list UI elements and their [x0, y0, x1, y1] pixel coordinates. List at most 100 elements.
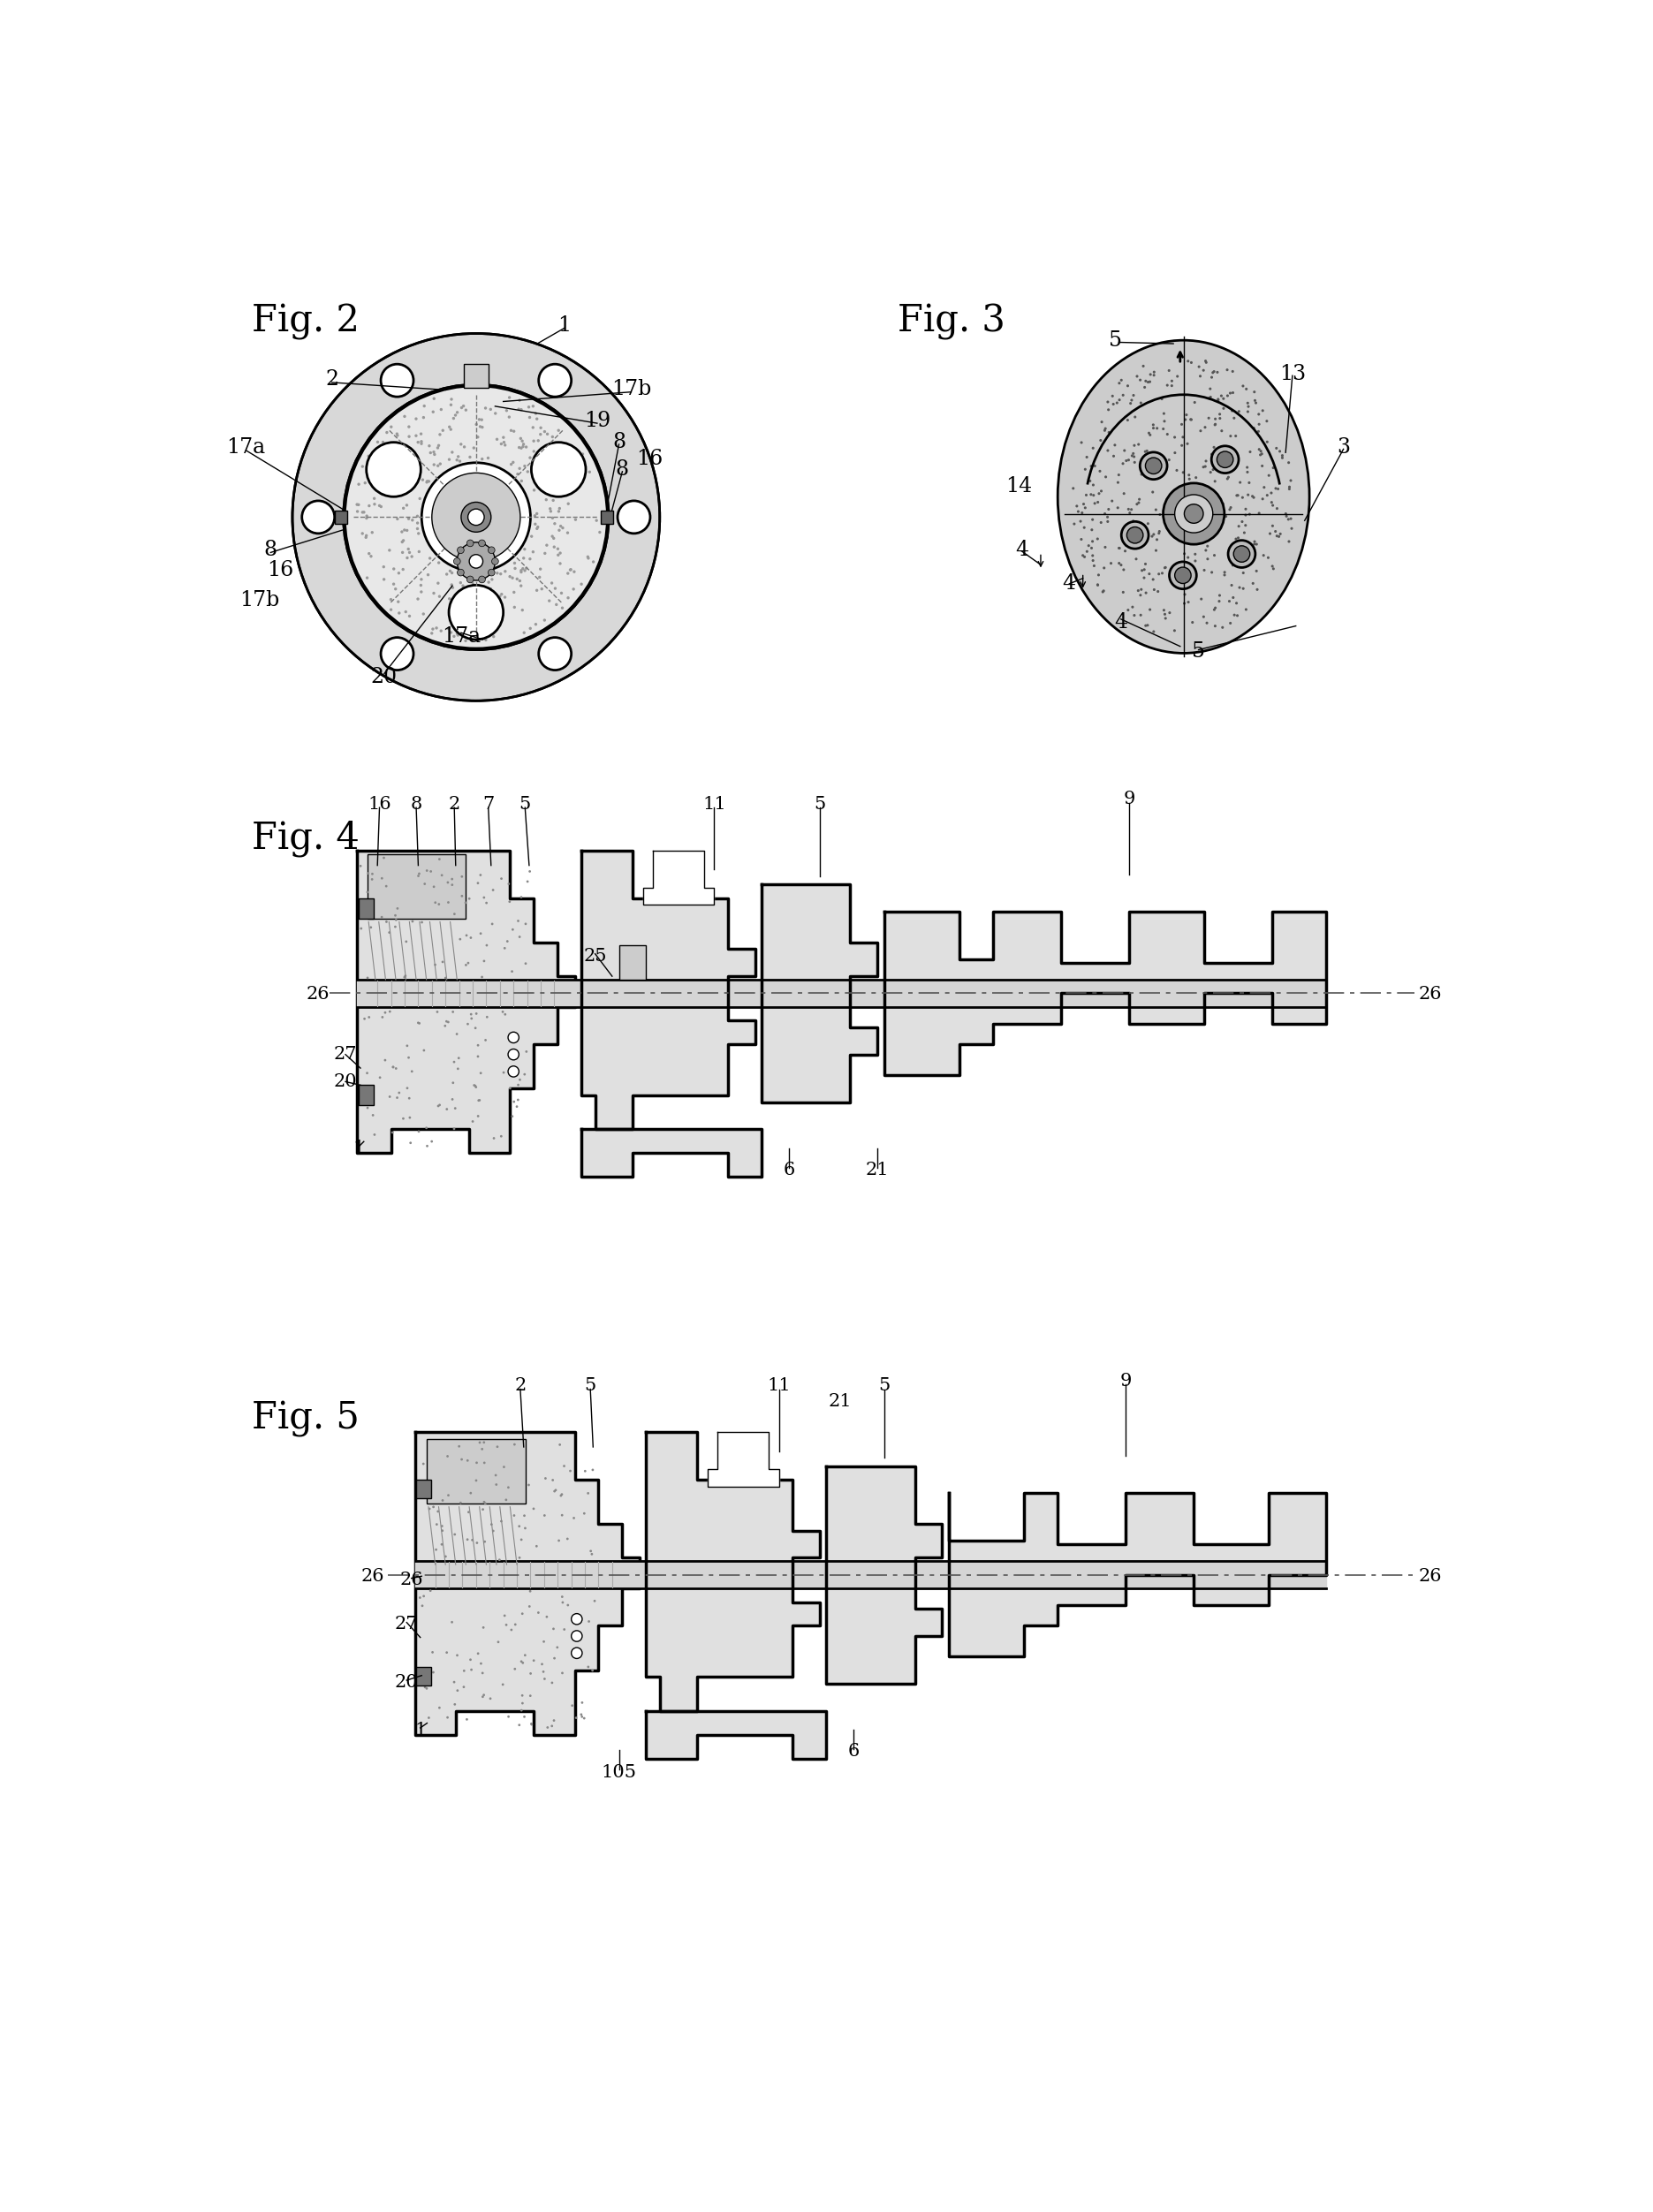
- Circle shape: [521, 1694, 524, 1697]
- Circle shape: [395, 480, 397, 484]
- Circle shape: [460, 1502, 461, 1504]
- Circle shape: [582, 458, 585, 460]
- Circle shape: [456, 1068, 460, 1071]
- Circle shape: [469, 555, 483, 568]
- Circle shape: [1205, 622, 1208, 624]
- Circle shape: [519, 936, 521, 938]
- Circle shape: [522, 630, 526, 635]
- Circle shape: [417, 515, 418, 518]
- Circle shape: [526, 471, 529, 473]
- Circle shape: [1246, 493, 1250, 495]
- Circle shape: [481, 588, 484, 593]
- Circle shape: [557, 529, 560, 531]
- Circle shape: [1152, 422, 1154, 427]
- Circle shape: [1147, 431, 1150, 434]
- Circle shape: [488, 546, 494, 553]
- Circle shape: [486, 456, 489, 460]
- Circle shape: [1210, 471, 1212, 473]
- Circle shape: [380, 916, 383, 918]
- Circle shape: [522, 1717, 526, 1719]
- Circle shape: [536, 588, 539, 593]
- Circle shape: [488, 582, 491, 584]
- Circle shape: [1137, 498, 1141, 500]
- Circle shape: [512, 562, 516, 564]
- Circle shape: [1200, 526, 1203, 531]
- Circle shape: [483, 1500, 486, 1504]
- Circle shape: [509, 429, 512, 431]
- Circle shape: [407, 1086, 408, 1088]
- Circle shape: [374, 502, 375, 507]
- Circle shape: [567, 1604, 569, 1606]
- Circle shape: [456, 411, 460, 414]
- Circle shape: [1157, 573, 1160, 575]
- Circle shape: [1088, 544, 1089, 546]
- Circle shape: [392, 568, 395, 571]
- Text: 25: 25: [584, 947, 607, 964]
- Circle shape: [357, 482, 360, 487]
- Circle shape: [539, 434, 542, 436]
- Circle shape: [453, 1703, 456, 1705]
- Circle shape: [1227, 476, 1230, 478]
- Circle shape: [499, 573, 503, 575]
- Circle shape: [479, 425, 481, 429]
- Circle shape: [507, 883, 511, 885]
- Circle shape: [1218, 599, 1220, 602]
- Circle shape: [1220, 515, 1223, 518]
- Circle shape: [516, 577, 519, 580]
- Circle shape: [1187, 361, 1190, 363]
- Circle shape: [469, 936, 473, 938]
- Circle shape: [390, 460, 393, 462]
- Circle shape: [529, 557, 532, 560]
- Circle shape: [433, 462, 435, 467]
- Circle shape: [481, 975, 483, 978]
- Circle shape: [362, 511, 365, 513]
- Circle shape: [493, 1531, 494, 1533]
- Circle shape: [534, 513, 537, 518]
- Circle shape: [417, 1681, 420, 1686]
- Circle shape: [446, 1455, 448, 1458]
- Circle shape: [512, 460, 514, 465]
- Circle shape: [1213, 422, 1217, 425]
- Circle shape: [1132, 520, 1134, 522]
- Circle shape: [417, 874, 420, 878]
- Circle shape: [503, 1071, 504, 1073]
- Circle shape: [417, 531, 420, 535]
- Circle shape: [425, 1688, 428, 1690]
- Circle shape: [1218, 595, 1222, 597]
- Circle shape: [506, 409, 507, 411]
- Ellipse shape: [1058, 341, 1309, 653]
- Circle shape: [532, 440, 536, 442]
- Circle shape: [405, 504, 408, 507]
- Circle shape: [451, 586, 455, 588]
- Circle shape: [1106, 400, 1109, 403]
- Circle shape: [1261, 453, 1263, 456]
- Circle shape: [544, 551, 547, 555]
- Circle shape: [364, 535, 367, 540]
- Circle shape: [1162, 411, 1165, 416]
- Text: 17a: 17a: [226, 438, 266, 458]
- Circle shape: [460, 938, 461, 940]
- Circle shape: [428, 557, 431, 560]
- Circle shape: [1152, 372, 1155, 374]
- Circle shape: [481, 418, 483, 420]
- Circle shape: [364, 1018, 365, 1020]
- Circle shape: [1127, 458, 1131, 462]
- Circle shape: [458, 568, 464, 575]
- Circle shape: [464, 964, 468, 967]
- Circle shape: [1185, 414, 1189, 416]
- Circle shape: [584, 1717, 585, 1719]
- Circle shape: [524, 568, 526, 573]
- Circle shape: [466, 575, 473, 582]
- Circle shape: [1238, 480, 1241, 484]
- Circle shape: [433, 591, 435, 595]
- Circle shape: [1083, 502, 1084, 504]
- Text: Fig. 2: Fig. 2: [251, 303, 359, 341]
- Circle shape: [458, 626, 461, 628]
- Circle shape: [529, 1672, 532, 1674]
- Circle shape: [1116, 507, 1119, 509]
- Circle shape: [1152, 577, 1154, 582]
- Circle shape: [355, 502, 359, 507]
- Circle shape: [484, 1540, 486, 1544]
- Circle shape: [580, 582, 584, 586]
- Circle shape: [1103, 591, 1104, 593]
